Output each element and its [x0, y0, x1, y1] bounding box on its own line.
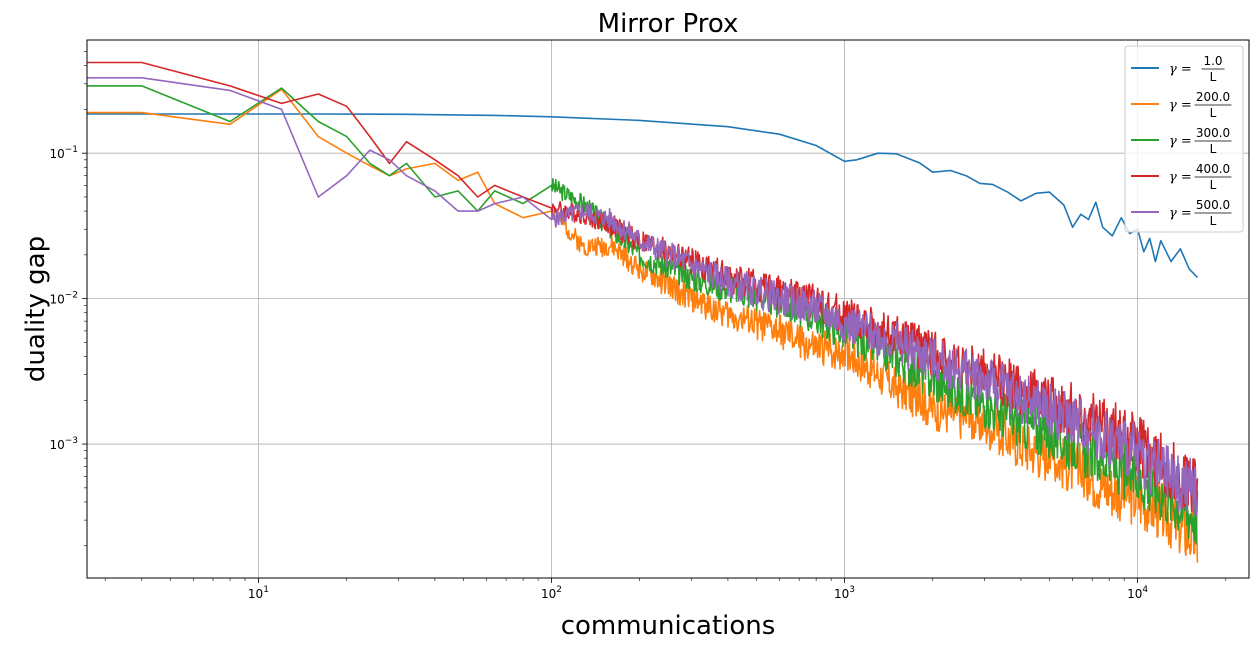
y-tick-exponent: −3 — [65, 436, 78, 446]
legend-entry: γ = 500.0 L — [1131, 198, 1232, 228]
y-tick-label: 10−3 — [49, 436, 78, 452]
series-line-2 — [87, 88, 1199, 563]
x-tick-label: 101 — [248, 585, 269, 601]
x-tick-exponent: 2 — [556, 585, 562, 595]
x-axis-label: communications — [561, 611, 776, 641]
y-tick-label: 10−1 — [49, 145, 78, 161]
legend-gamma: γ = — [1169, 134, 1192, 149]
series-lines — [87, 61, 1199, 563]
legend-gamma: γ = — [1169, 62, 1192, 77]
x-axis-ticks: 101 102 103 104 — [248, 578, 1148, 601]
legend-entry: γ = 200.0 L — [1131, 90, 1232, 120]
x-tick-label: 103 — [834, 585, 855, 601]
x-tick-exponent: 3 — [849, 585, 855, 595]
legend-denominator: L — [1210, 70, 1217, 84]
chart-title: Mirror Prox — [598, 9, 739, 39]
x-tick-base: 10 — [248, 587, 263, 601]
y-tick-label: 10−2 — [49, 291, 78, 307]
x-tick-base: 10 — [541, 587, 556, 601]
x-tick-label: 102 — [541, 585, 562, 601]
plot-area-frame — [86, 39, 1250, 579]
legend-denominator: L — [1210, 214, 1217, 228]
y-tick-base: 10 — [49, 293, 64, 307]
x-tick-label: 104 — [1127, 585, 1148, 601]
x-tick-exponent: 1 — [263, 585, 269, 595]
legend-entry: γ = 300.0 L — [1131, 126, 1232, 156]
series-line-5 — [87, 77, 1199, 517]
y-tick-base: 10 — [49, 147, 64, 161]
series-line-1 — [87, 113, 1198, 278]
legend-denominator: L — [1210, 106, 1217, 120]
legend-gamma: γ = — [1169, 206, 1192, 221]
legend-numerator: 500.0 — [1196, 198, 1230, 212]
y-tick-base: 10 — [49, 438, 64, 452]
x-tick-exponent: 4 — [1142, 585, 1148, 595]
x-tick-base: 10 — [834, 587, 849, 601]
legend: γ = 1.0 Lγ = 200.0 Lγ = 300.0 Lγ = 400.0 Lγ = 500… — [1124, 45, 1244, 233]
legend-denominator: L — [1210, 142, 1217, 156]
legend-gamma: γ = — [1169, 170, 1192, 185]
legend-denominator: L — [1210, 178, 1217, 192]
legend-entry: γ = 1.0 L — [1131, 54, 1225, 84]
legend-gamma: γ = — [1169, 98, 1192, 113]
legend-frame — [1124, 45, 1244, 233]
x-tick-base: 10 — [1127, 587, 1142, 601]
legend-numerator: 1.0 — [1203, 54, 1222, 68]
legend-entry: γ = 400.0 L — [1131, 162, 1232, 192]
y-axis-label: duality gap — [21, 236, 51, 382]
y-axis-ticks: 10−310−210−1 — [49, 145, 87, 452]
legend-numerator: 300.0 — [1196, 126, 1230, 140]
legend-numerator: 200.0 — [1196, 90, 1230, 104]
y-tick-exponent: −1 — [65, 145, 78, 155]
legend-numerator: 400.0 — [1196, 162, 1230, 176]
y-tick-exponent: −2 — [65, 291, 78, 301]
